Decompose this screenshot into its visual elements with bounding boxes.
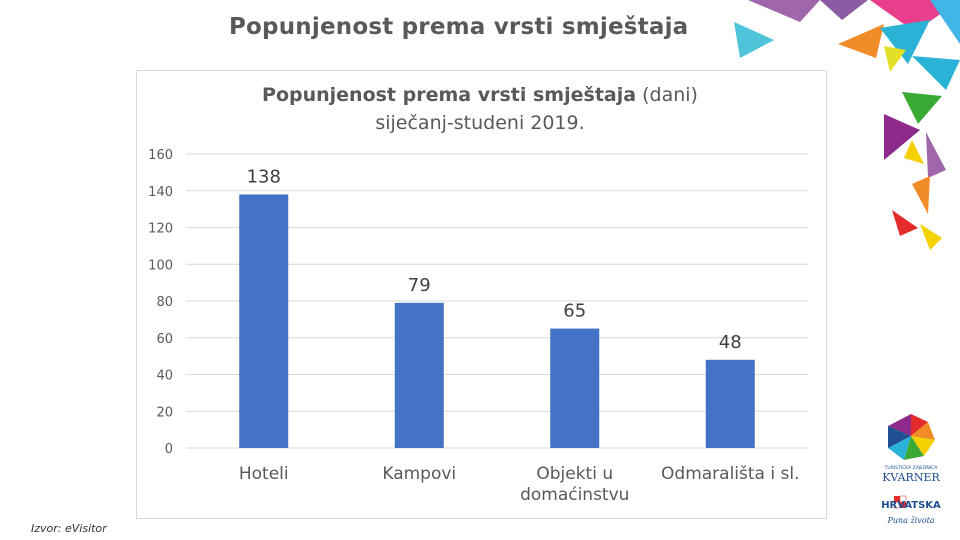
y-tick-label: 80 — [156, 295, 173, 310]
x-tick-label: domaćinstvu — [520, 485, 629, 505]
chart-subtitle: siječanj-studeni 2019. — [375, 112, 585, 134]
y-tick-label: 0 — [165, 442, 173, 457]
chart-title: Popunjenost prema vrsti smještaja (dani) — [0, 84, 960, 106]
source-note: Izvor: eVisitor — [31, 522, 107, 535]
data-label: 65 — [563, 301, 586, 322]
bar — [705, 359, 755, 448]
logo-shape — [904, 436, 924, 460]
logo-shape — [888, 414, 911, 436]
kvarner-small-text: TURISTIČKA ZAJEDNICA — [884, 464, 939, 471]
y-tick-label: 20 — [156, 405, 173, 420]
y-tick-label: 160 — [148, 148, 173, 163]
chart-title-unit: (dani) — [642, 84, 698, 106]
hrvatska-checker — [900, 502, 906, 508]
hrvatska-text: HRVATSKA — [881, 500, 941, 511]
chart-title-bold: Popunjenost prema vrsti smještaja — [262, 84, 637, 106]
kvarner-text: KVARNER — [882, 471, 940, 484]
bar — [550, 328, 600, 448]
data-label: 79 — [408, 275, 431, 296]
logo-shape — [911, 422, 935, 440]
logo-shape — [888, 426, 911, 448]
hrvatska-tagline: Puna života — [886, 516, 934, 525]
logo-shape — [888, 436, 911, 460]
kvarner-logo: TURISTIČKA ZAJEDNICA KVARNER — [882, 412, 941, 484]
hrvatska-logo: HRVATSKA Puna života — [881, 495, 941, 525]
x-tick-label: Kampovi — [382, 464, 456, 484]
y-tick-label: 120 — [148, 222, 173, 237]
logo-shape — [911, 414, 928, 436]
bar — [239, 194, 289, 448]
logo-shape — [911, 436, 935, 456]
x-tick-label: Odmarališta i sl. — [661, 464, 799, 484]
bar — [394, 302, 444, 448]
y-tick-label: 40 — [156, 369, 173, 384]
hrvatska-checker — [894, 496, 900, 502]
data-label: 138 — [247, 166, 281, 187]
y-tick-label: 100 — [148, 258, 173, 273]
data-label: 48 — [719, 332, 742, 353]
x-tick-label: Objekti u — [536, 464, 613, 484]
x-tick-label: Hoteli — [239, 464, 289, 484]
y-tick-label: 140 — [148, 185, 173, 200]
y-tick-label: 60 — [156, 332, 173, 347]
slide-title: Popunjenost prema vrsti smještaja — [229, 14, 689, 40]
